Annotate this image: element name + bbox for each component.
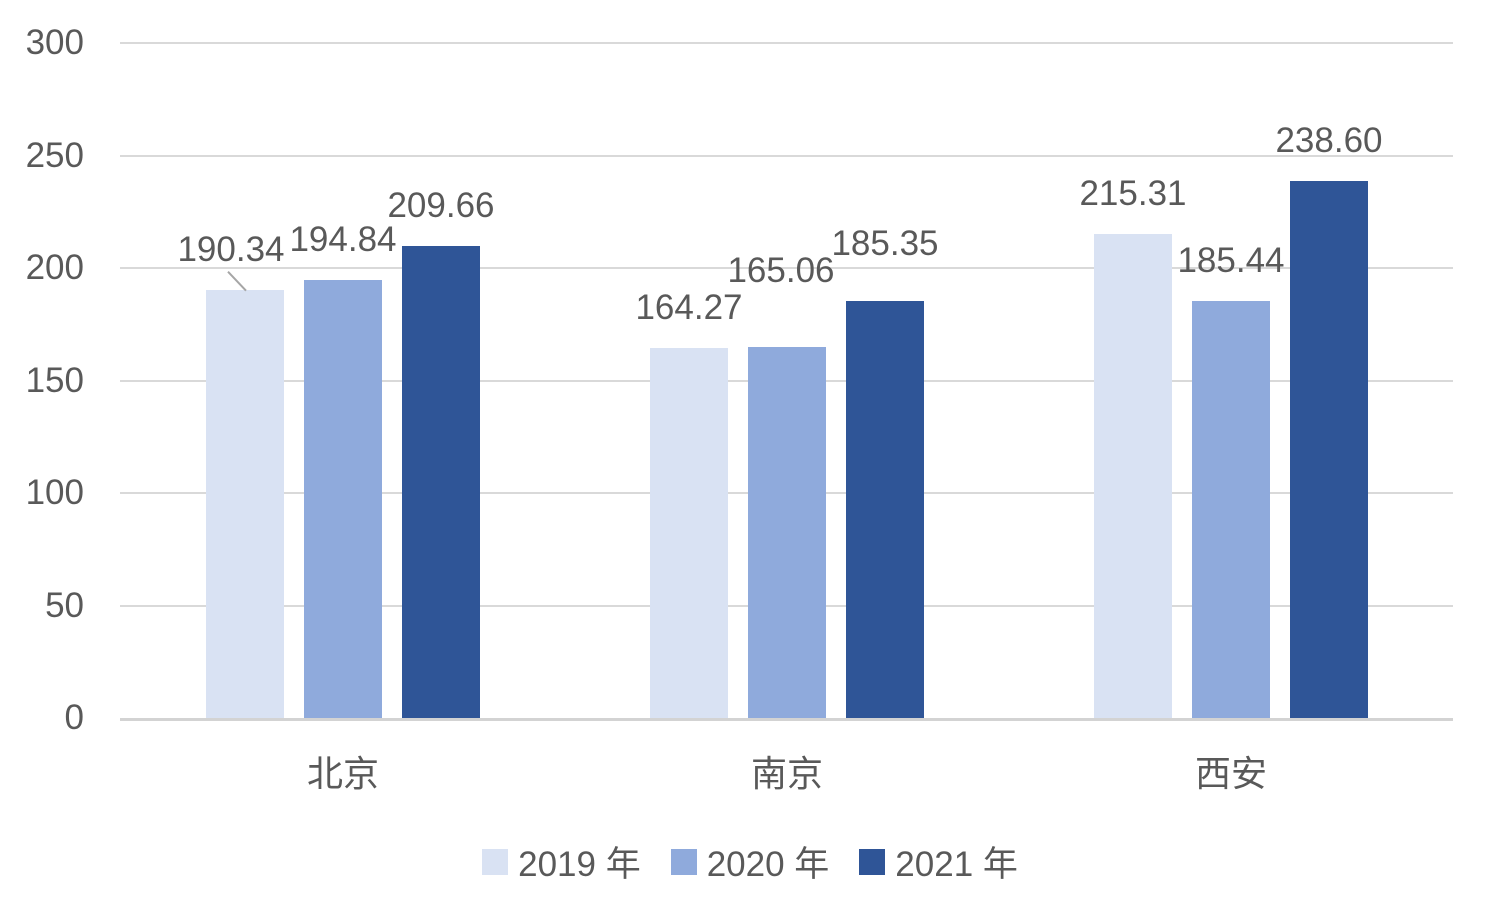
gridline-200	[120, 267, 1453, 269]
y-axis-tick-label: 0	[64, 698, 84, 737]
x-axis-category-label: 北京	[306, 753, 379, 794]
bar-北京-s0	[206, 289, 284, 718]
x-axis-category-label: 西安	[1194, 753, 1267, 794]
legend: 2019 年 2020 年 2021 年	[0, 836, 1500, 887]
legend-label: 2021 年	[895, 845, 1018, 884]
legend-label: 2019 年	[518, 845, 641, 884]
y-axis-tick-label: 100	[25, 473, 84, 512]
data-label: 194.84	[289, 219, 397, 259]
legend-item: 2020 年	[670, 836, 830, 887]
bar-南京-s0	[650, 348, 728, 718]
bar-南京-s2	[846, 300, 924, 718]
y-axis-tick-label: 150	[25, 360, 84, 400]
legend-item: 2021 年	[859, 836, 1018, 887]
gridline-300	[120, 42, 1453, 44]
legend-label: 2020 年	[706, 845, 830, 884]
y-axis-tick-label: 300	[25, 23, 84, 62]
bar-西安-s2	[1290, 181, 1368, 718]
legend-swatch-icon	[670, 848, 697, 875]
data-label: 165.06	[727, 250, 835, 290]
gridline-250	[120, 154, 1453, 157]
bar-西安-s1	[1192, 300, 1270, 718]
bar-西安-s0	[1094, 233, 1172, 718]
y-axis-tick-label: 200	[25, 248, 84, 287]
data-label: 185.35	[831, 223, 939, 263]
data-label: 185.44	[1177, 240, 1285, 280]
bar-北京-s2	[402, 246, 480, 718]
x-axis-category-label: 南京	[750, 753, 823, 794]
bar-南京-s1	[748, 346, 826, 718]
legend-swatch-icon	[482, 848, 509, 875]
data-label: 190.34	[177, 229, 285, 269]
y-axis-tick-label: 250	[25, 135, 84, 175]
bar-北京-s1	[304, 279, 382, 718]
x-axis-line	[120, 718, 1453, 721]
data-label: 209.66	[387, 186, 495, 226]
data-label: 215.31	[1079, 173, 1187, 213]
y-axis-tick-label: 50	[45, 585, 84, 625]
legend-swatch-icon	[859, 848, 886, 875]
data-label: 164.27	[635, 288, 743, 328]
data-label: 238.60	[1275, 121, 1383, 161]
legend-item: 2019 年	[482, 836, 641, 887]
